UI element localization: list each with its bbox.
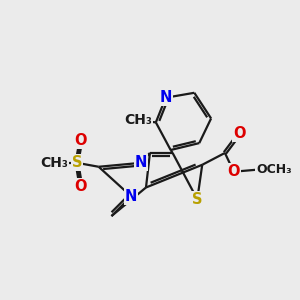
- Text: O: O: [75, 133, 87, 148]
- Text: S: S: [72, 155, 82, 170]
- Text: O: O: [227, 164, 240, 179]
- Text: N: N: [160, 90, 172, 105]
- Text: O: O: [75, 179, 87, 194]
- Text: CH₃: CH₃: [40, 156, 68, 170]
- Text: N: N: [125, 189, 137, 204]
- Text: CH₃: CH₃: [124, 113, 152, 128]
- Text: OCH₃: OCH₃: [256, 163, 292, 176]
- Text: S: S: [192, 192, 202, 207]
- Text: O: O: [233, 126, 246, 141]
- Text: N: N: [135, 155, 147, 170]
